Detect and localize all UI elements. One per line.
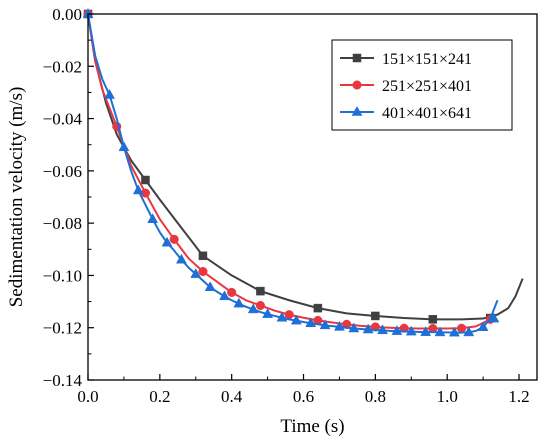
data-point-3-18 [334,320,345,331]
legend-marker [352,53,362,63]
y-tick-label: −0.06 [43,162,82,181]
x-tick-label: 0.4 [221,387,243,406]
data-point-3-8 [190,268,202,278]
x-tick-label: 0.0 [77,387,98,406]
legend-label: 151×151×241 [382,51,472,68]
x-tick-label: 0.2 [149,387,170,406]
legend-marker [351,105,363,116]
data-point-3-21 [377,324,388,335]
data-point-2-5 [198,266,208,277]
data-point-3-14 [276,311,288,322]
series-line-3 [87,13,499,334]
y-tick-label: −0.12 [43,319,82,338]
data-point-2-8 [284,310,294,320]
data-point-3-11 [233,297,245,308]
data-point-3-16 [305,317,317,328]
data-point-2-7 [255,300,265,311]
x-tick-label: 1.2 [508,387,529,406]
legend-item-251-251-401: 251×251×401 [340,78,472,95]
data-point-3-27 [463,326,475,337]
series-layer [82,7,524,337]
ticks-layer: 0.0 0.2 0.4 0.6 0.8 1.0 1.2 0.00 −0.02 −0.04 −0.06… [43,5,530,406]
x-tick-label: 0.8 [365,387,386,406]
x-tick-label: 0.6 [293,387,314,406]
data-point-3-25 [434,326,446,337]
data-point-2-6 [227,287,237,297]
data-point-1-5 [313,303,323,313]
y-tick-label: −0.14 [43,371,83,390]
data-point-3-15 [290,314,302,325]
y-tick-label: −0.08 [43,214,82,233]
x-tick-label: 1.0 [437,387,458,406]
y-tick-label: 0.00 [52,5,82,24]
data-point-3-9 [204,281,216,291]
data-point-3-23 [405,325,417,336]
data-point-3-17 [319,319,331,330]
data-point-3-20 [362,323,374,334]
data-point-2-14 [457,323,467,333]
data-point-3-24 [420,326,432,336]
data-point-1-7 [428,315,438,324]
y-axis-label: Sedimentation velocity (m/s) [6,87,27,308]
series-line-2 [87,13,491,330]
legend-item-401-401-641: 401×401×641 [340,105,472,122]
data-point-3-12 [247,303,259,314]
series-251-251-401 [83,9,495,334]
data-point-3-26 [448,326,460,337]
legend-label: 251×251×401 [382,78,472,95]
data-point-3-5 [147,213,159,223]
data-point-3-4 [132,184,144,195]
data-point-1-6 [371,311,380,321]
data-point-3-3 [118,141,130,152]
data-point-2-4 [169,234,179,244]
y-tick-label: −0.10 [43,266,82,285]
legend: 151×151×241 251×251×401 401×401×641 [331,39,513,131]
data-point-3-28 [477,321,489,331]
data-point-1-3 [198,251,208,261]
data-point-1-2 [141,175,150,185]
data-point-3-10 [219,290,230,301]
x-axis-label: Time (s) [280,416,344,437]
data-point-3-2 [104,89,115,99]
data-point-3-6 [161,236,173,247]
legend-item-151-151-241: 151×151×241 [340,51,472,68]
legend-marker [352,80,362,90]
data-point-3-19 [348,322,360,333]
legend-items: 151×151×241 251×251×401 401×401×641 [340,51,472,122]
legend-label: 401×401×641 [382,105,472,122]
y-tick-label: −0.04 [43,110,83,129]
data-point-3-29 [488,312,500,323]
series-401-401-641 [82,7,500,337]
data-point-1-4 [256,286,265,296]
data-point-3-7 [175,253,187,264]
data-point-3-22 [391,325,403,335]
y-tick-label: −0.02 [43,57,82,76]
data-point-3-13 [262,308,274,318]
